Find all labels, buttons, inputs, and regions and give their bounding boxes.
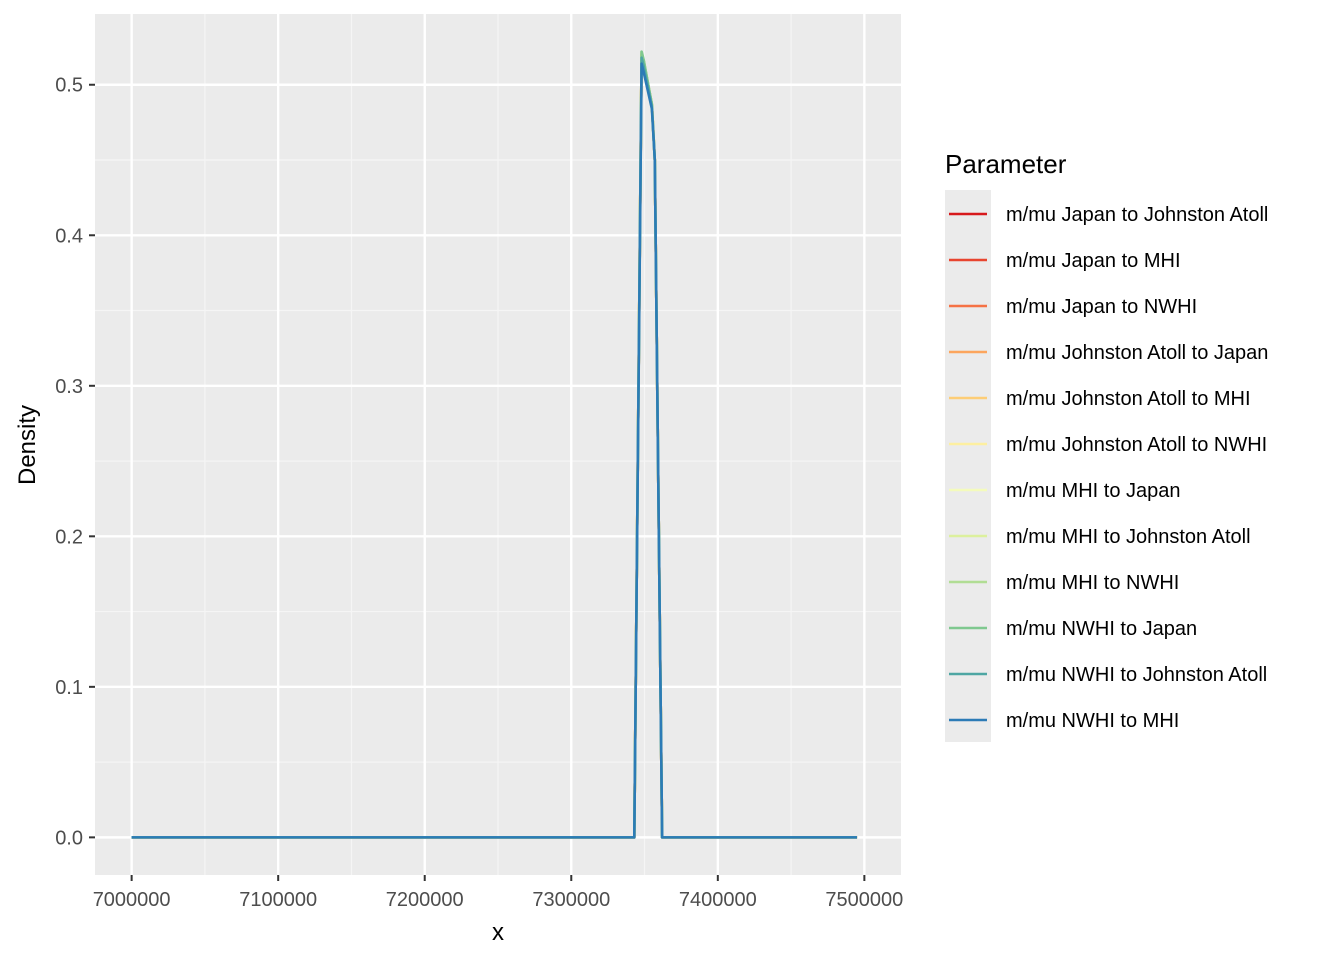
y-tick-label: 0.5 [55,75,83,97]
legend-label: m/mu MHI to NWHI [1006,572,1179,594]
series-lines [131,50,858,839]
legend-label: m/mu Johnston Atoll to Japan [1006,342,1268,364]
series-line [131,62,858,839]
legend-label: m/mu Johnston Atoll to NWHI [1006,434,1267,456]
y-tick-label: 0.4 [55,225,83,247]
legend-label: m/mu NWHI to Japan [1006,618,1197,640]
legend-title: Parameter [945,149,1067,179]
legend-label: m/mu NWHI to Johnston Atoll [1006,664,1267,686]
y-axis-title: Density [14,405,41,485]
legend-label: m/mu Japan to NWHI [1006,296,1197,318]
legend-label: m/mu NWHI to MHI [1006,710,1179,732]
y-axis: 0.0 0.1 0.2 0.3 0.4 0.5 [55,75,95,849]
y-tick-label: 0.0 [55,827,83,849]
y-tick-label: 0.1 [55,677,83,699]
x-tick-label: 7200000 [386,889,464,911]
legend-label: m/mu MHI to Japan [1006,480,1181,502]
legend-label: m/mu Japan to MHI [1006,250,1181,272]
y-tick-label: 0.2 [55,526,83,548]
legend-label: m/mu Japan to Johnston Atoll [1006,204,1268,226]
x-tick-label: 7100000 [239,889,317,911]
legend-key-background [945,190,991,742]
x-tick-label: 7300000 [532,889,610,911]
legend-label: m/mu MHI to Johnston Atoll [1006,526,1251,548]
x-axis: 7000000 7100000 7200000 7300000 7400000 75000… [93,875,903,911]
legend: Parameter m/mu Japan to Johnston Atoll m/… [945,149,1268,742]
minor-grid [95,14,901,875]
legend-label: m/mu Johnston Atoll to MHI [1006,388,1251,410]
x-axis-title: x [492,919,504,946]
x-tick-label: 7000000 [93,889,171,911]
x-tick-label: 7500000 [825,889,903,911]
x-tick-label: 7400000 [679,889,757,911]
major-grid [95,14,901,875]
y-tick-label: 0.3 [55,376,83,398]
